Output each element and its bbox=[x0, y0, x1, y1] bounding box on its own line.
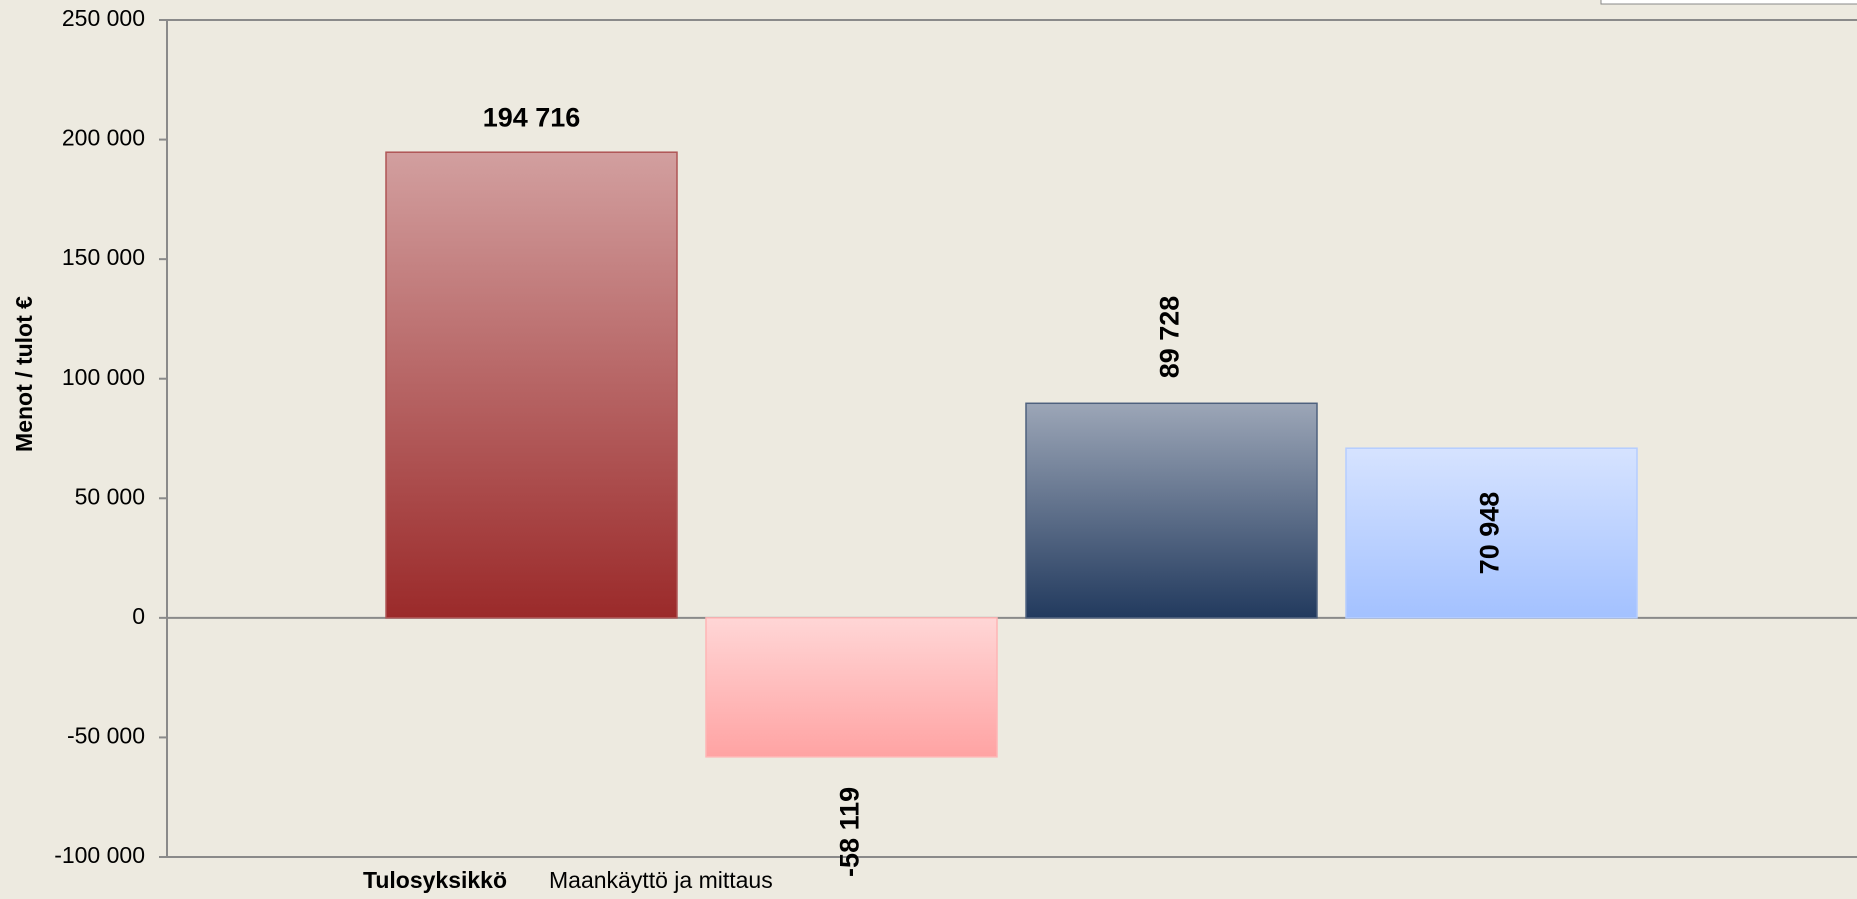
bar bbox=[705, 617, 998, 758]
y-tick-label: -100 000 bbox=[54, 842, 145, 868]
data-label: 194 716 bbox=[483, 102, 581, 132]
y-tick-label: -50 000 bbox=[67, 723, 145, 749]
footer-value: Maankäyttö ja mittaus bbox=[549, 867, 773, 893]
y-tick-label: 250 000 bbox=[62, 5, 145, 31]
footer-label: Tulosyksikkö bbox=[363, 867, 507, 893]
data-label: 70 948 bbox=[1475, 492, 1505, 575]
plot-frame bbox=[166, 19, 1857, 858]
legend-box bbox=[1600, 0, 1857, 5]
y-tick-label: 200 000 bbox=[62, 125, 145, 151]
data-label: -58 119 bbox=[835, 787, 865, 877]
bar bbox=[385, 151, 678, 619]
bar bbox=[1345, 447, 1638, 619]
y-axis-label: Menot / tulot € bbox=[11, 296, 37, 452]
y-tick-label: 0 bbox=[132, 603, 145, 629]
y-tick-label: 150 000 bbox=[62, 244, 145, 270]
y-tick-label: 100 000 bbox=[62, 364, 145, 390]
y-tick-label: 50 000 bbox=[75, 483, 145, 509]
bar bbox=[1025, 402, 1318, 619]
data-label: 89 728 bbox=[1155, 296, 1185, 379]
